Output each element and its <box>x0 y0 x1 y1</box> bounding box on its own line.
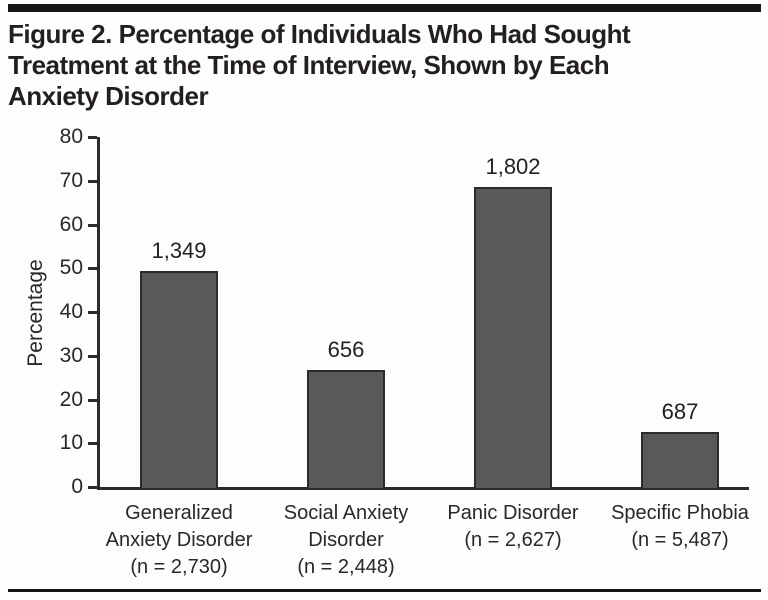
plot-area: 80 70 60 50 40 30 20 10 0 1,349 Generalized Anxiety… <box>60 125 749 578</box>
x-category-line: (n = 2,448) <box>297 556 395 578</box>
bottom-rule <box>8 589 761 592</box>
bar <box>641 432 719 490</box>
figure-title-line-2: Treatment at the Time of Interview, Show… <box>8 50 610 80</box>
y-tick-label: 50 <box>59 256 83 280</box>
y-tick-label: 40 <box>59 300 83 323</box>
x-category-line: Panic Disorder <box>447 502 579 524</box>
y-tick-mark <box>88 486 97 489</box>
figure-title-line-3: Anxiety Disorder <box>8 81 209 111</box>
x-category-line: Anxiety Disorder <box>105 529 253 551</box>
figure-title-line-1: Figure 2. Percentage of Individuals Who … <box>8 19 631 49</box>
x-category-line: (n = 2,730) <box>130 556 228 578</box>
y-tick-label: 60 <box>59 212 83 236</box>
top-rule <box>8 4 761 12</box>
y-tick-mark <box>88 354 97 358</box>
figure-title: Figure 2. Percentage of Individuals Who … <box>8 19 760 112</box>
y-axis-line <box>97 137 100 490</box>
y-tick-mark <box>88 442 97 446</box>
bar <box>307 369 385 490</box>
bar-value-label: 1,802 <box>485 153 541 179</box>
x-category-label: Generalized Anxiety Disorder (n = 2,730) <box>74 500 284 581</box>
y-tick-label: 30 <box>59 343 83 367</box>
x-category-line: (n = 5,487) <box>631 529 729 551</box>
x-axis-line <box>97 487 749 490</box>
y-tick-mark <box>88 311 97 314</box>
x-category-line: Disorder <box>308 529 384 551</box>
y-tick-mark <box>88 223 97 227</box>
y-tick-label: 80 <box>59 125 83 148</box>
x-category-label: Panic Disorder (n = 2,627) <box>408 500 618 554</box>
y-tick-label: 10 <box>59 431 83 455</box>
y-tick-label: 70 <box>59 168 83 192</box>
y-tick-mark <box>88 398 97 402</box>
bar <box>474 186 552 490</box>
y-tick-mark <box>88 267 97 271</box>
bar <box>140 270 218 490</box>
x-category-line: (n = 2,627) <box>464 529 562 551</box>
bar-value-label: 656 <box>327 336 365 362</box>
bar-value-label: 1,349 <box>151 237 207 263</box>
y-tick-mark <box>88 136 97 139</box>
x-category-line: Specific Phobia <box>611 502 749 524</box>
y-tick-label: 20 <box>59 387 83 411</box>
x-category-line: Social Anxiety <box>283 502 409 524</box>
x-category-label: Specific Phobia (n = 5,487) <box>575 500 768 554</box>
bar-value-label: 687 <box>661 399 699 425</box>
y-tick-label: 0 <box>71 475 83 498</box>
y-tick-mark <box>88 179 97 183</box>
x-category-line: Generalized <box>125 502 233 524</box>
x-category-label: Social Anxiety Disorder (n = 2,448) <box>241 500 451 581</box>
